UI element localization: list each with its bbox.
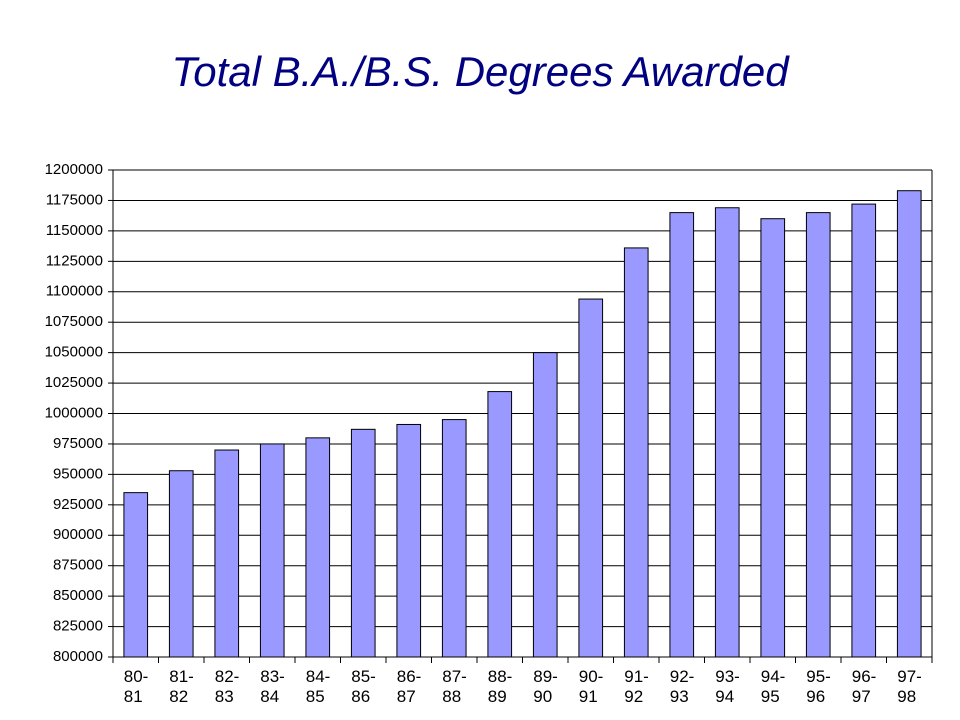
x-tick-label: 83-84: [260, 667, 285, 706]
x-tick-label: 95-96: [806, 667, 831, 706]
bar: [123, 492, 149, 658]
x-tick-label: 97-98: [897, 667, 922, 706]
y-tick-label: 1175000: [46, 191, 103, 208]
bar: [760, 218, 786, 658]
x-tick-label: 87-88: [442, 667, 467, 706]
bar: [851, 203, 877, 658]
y-tick-label: 975000: [53, 435, 103, 452]
bar: [487, 391, 513, 658]
x-tick-label: 90-91: [578, 667, 604, 706]
y-tick-label: 950000: [53, 465, 103, 482]
bar: [532, 352, 558, 658]
x-tick-label: 96-97: [851, 667, 877, 706]
bar: [623, 247, 649, 658]
x-tick-label: 88-89: [487, 667, 513, 706]
y-tick-label: 1200000: [45, 161, 103, 178]
y-tick-label: 1000000: [45, 404, 103, 421]
x-tick-label: 81-82: [169, 667, 194, 706]
x-tick-label: 80-81: [123, 667, 149, 706]
bar: [805, 212, 831, 658]
bar: [669, 212, 695, 658]
bar: [305, 437, 331, 658]
x-tick-label: 94-95: [760, 667, 786, 706]
bar: [714, 207, 740, 658]
x-tick-label: 93-94: [715, 667, 740, 706]
y-tick-label: 1150000: [46, 222, 103, 239]
x-tick-label: 91-92: [624, 667, 649, 706]
bar: [259, 443, 285, 658]
x-tick-label: 82-83: [214, 667, 240, 706]
bar: [350, 428, 376, 658]
y-tick-label: 900000: [53, 526, 103, 543]
y-tick-label: 875000: [53, 557, 103, 574]
y-tick-label: 1050000: [45, 344, 103, 361]
y-tick-label: 1075000: [45, 313, 103, 330]
y-tick-label: 825000: [53, 618, 103, 635]
x-tick-label: 92-93: [669, 667, 695, 706]
bar: [214, 449, 240, 658]
y-tick-label: 925000: [53, 496, 103, 513]
y-tick-label: 1125000: [46, 252, 103, 269]
y-tick-label: 1100000: [46, 283, 103, 300]
x-tick-label: 84-85: [305, 667, 331, 706]
bar: [168, 470, 194, 658]
chart-title: Total B.A./B.S. Degrees Awarded: [171, 48, 789, 95]
y-tick-label: 1025000: [45, 374, 103, 391]
x-tick-label: 86-87: [396, 667, 422, 706]
y-tick-label: 800000: [53, 648, 103, 665]
x-tick-label: 85-86: [351, 667, 376, 706]
bar: [578, 298, 604, 658]
bar: [896, 190, 922, 658]
bar: [396, 423, 422, 658]
y-tick-label: 850000: [53, 587, 103, 604]
x-tick-label: 89-90: [533, 667, 558, 706]
bar: [441, 419, 467, 658]
